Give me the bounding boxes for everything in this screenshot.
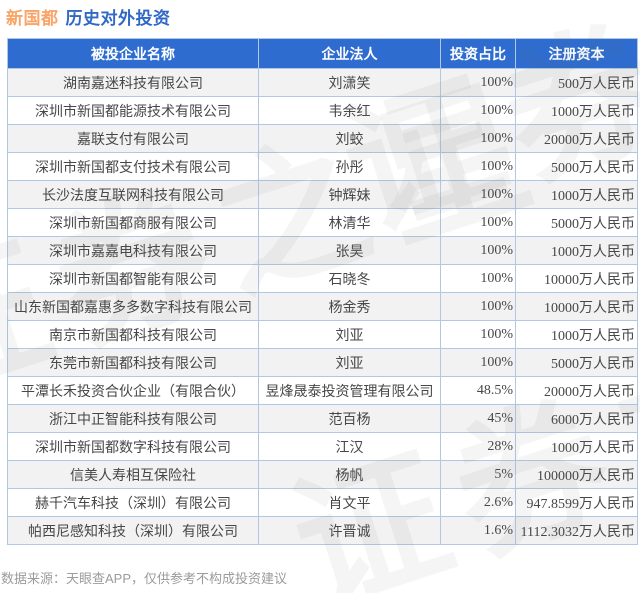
table-row: 深圳市新国都能源技术有限公司 韦余红 100% 1000万人民币 [7, 96, 638, 125]
company-name-cell: 浙江中正智能科技有限公司 [7, 404, 259, 433]
legal-person-cell: 刘潇笑 [258, 68, 441, 97]
company-name-cell: 深圳市新国都数字科技有限公司 [7, 432, 259, 461]
table-header-row: 被投企业名称 企业法人 投资占比 注册资本 [7, 38, 638, 69]
company-name-cell: 信美人寿相互保险社 [7, 460, 259, 489]
registered-capital-cell: 5000万人民币 [515, 208, 638, 237]
company-name-cell: 嘉联支付有限公司 [7, 124, 259, 153]
registered-capital-cell: 1000万人民币 [515, 180, 638, 209]
legal-person-cell: 孙彤 [258, 152, 441, 181]
company-name-cell: 深圳市新国都商服有限公司 [7, 208, 259, 237]
investment-ratio-cell: 5% [440, 460, 516, 489]
registered-capital-cell: 1000万人民币 [515, 96, 638, 125]
investment-ratio-cell: 100% [440, 180, 516, 209]
registered-capital-cell: 100000万人民币 [515, 460, 638, 489]
table-row: 帕西尼感知科技（深圳）有限公司 许晋诚 1.6% 1112.3032万人民币 [7, 516, 638, 545]
legal-person-cell: 昱烽晟泰投资管理有限公司 [258, 376, 441, 405]
investment-ratio-cell: 100% [440, 68, 516, 97]
data-source-note: 数据来源：天眼查APP，仅供参考不构成投资建议 [1, 571, 288, 586]
company-name-cell: 深圳市新国都能源技术有限公司 [7, 96, 259, 125]
investment-ratio-cell: 100% [440, 208, 516, 237]
investment-ratio-cell: 45% [440, 404, 516, 433]
legal-person-cell: 杨金秀 [258, 292, 441, 321]
column-header: 注册资本 [515, 38, 638, 69]
investment-ratio-cell: 1.6% [440, 516, 516, 545]
registered-capital-cell: 1000万人民币 [515, 236, 638, 265]
company-name-cell: 帕西尼感知科技（深圳）有限公司 [7, 516, 259, 545]
table-row: 赫千汽车科技（深圳）有限公司 肖文平 2.6% 947.8599万人民币 [7, 488, 638, 517]
registered-capital-cell: 20000万人民币 [515, 376, 638, 405]
registered-capital-cell: 6000万人民币 [515, 404, 638, 433]
investment-ratio-cell: 100% [440, 152, 516, 181]
legal-person-cell: 肖文平 [258, 488, 441, 517]
company-name-cell: 湖南嘉迷科技有限公司 [7, 68, 259, 97]
investment-ratio-cell: 28% [440, 432, 516, 461]
investment-table: 被投企业名称 企业法人 投资占比 注册资本 湖南嘉迷科技有限公司 刘潇笑 100% 500万… [7, 38, 638, 545]
company-name-cell: 平潭长禾投资合伙企业（有限合伙） [7, 376, 259, 405]
company-name-cell: 深圳市新国都智能有限公司 [7, 264, 259, 293]
table-row: 深圳市嘉嘉电科技有限公司 张昊 100% 1000万人民币 [7, 236, 638, 265]
registered-capital-cell: 1000万人民币 [515, 320, 638, 349]
registered-capital-cell: 1000万人民币 [515, 432, 638, 461]
investment-ratio-cell: 48.5% [440, 376, 516, 405]
table-row: 南京市新国都科技有限公司 刘亚 100% 1000万人民币 [7, 320, 638, 349]
investment-ratio-cell: 100% [440, 348, 516, 377]
table-row: 浙江中正智能科技有限公司 范百杨 45% 6000万人民币 [7, 404, 638, 433]
report-name: 历史对外投资 [65, 9, 171, 28]
column-header: 企业法人 [258, 38, 441, 69]
investment-ratio-cell: 100% [440, 96, 516, 125]
table-row: 湖南嘉迷科技有限公司 刘潇笑 100% 500万人民币 [7, 68, 638, 97]
registered-capital-cell: 1112.3032万人民币 [515, 516, 638, 545]
company-name-cell: 南京市新国都科技有限公司 [7, 320, 259, 349]
company-name-cell: 山东新国都嘉惠多多数字科技有限公司 [7, 292, 259, 321]
legal-person-cell: 钟辉妹 [258, 180, 441, 209]
table-row: 深圳市新国都支付技术有限公司 孙彤 100% 5000万人民币 [7, 152, 638, 181]
table-row: 长沙法度互联网科技有限公司 钟辉妹 100% 1000万人民币 [7, 180, 638, 209]
table-row: 嘉联支付有限公司 刘蛟 100% 20000万人民币 [7, 124, 638, 153]
registered-capital-cell: 947.8599万人民币 [515, 488, 638, 517]
investment-ratio-cell: 2.6% [440, 488, 516, 517]
legal-person-cell: 韦余红 [258, 96, 441, 125]
investment-ratio-cell: 100% [440, 124, 516, 153]
column-header: 被投企业名称 [7, 38, 259, 69]
company-name-cell: 深圳市嘉嘉电科技有限公司 [7, 236, 259, 265]
registered-capital-cell: 5000万人民币 [515, 348, 638, 377]
investment-ratio-cell: 100% [440, 264, 516, 293]
stock-name: 新国都 [6, 9, 59, 28]
legal-person-cell: 范百杨 [258, 404, 441, 433]
legal-person-cell: 江汉 [258, 432, 441, 461]
table-row: 深圳市新国都数字科技有限公司 江汉 28% 1000万人民币 [7, 432, 638, 461]
table-body: 湖南嘉迷科技有限公司 刘潇笑 100% 500万人民币 深圳市新国都能源技术有限公司 韦余… [7, 68, 638, 545]
legal-person-cell: 张昊 [258, 236, 441, 265]
investment-ratio-cell: 100% [440, 236, 516, 265]
legal-person-cell: 刘亚 [258, 320, 441, 349]
legal-person-cell: 刘亚 [258, 348, 441, 377]
investment-ratio-cell: 100% [440, 320, 516, 349]
legal-person-cell: 杨帆 [258, 460, 441, 489]
legal-person-cell: 石晓冬 [258, 264, 441, 293]
registered-capital-cell: 5000万人民币 [515, 152, 638, 181]
registered-capital-cell: 500万人民币 [515, 68, 638, 97]
table-row: 深圳市新国都智能有限公司 石晓冬 100% 10000万人民币 [7, 264, 638, 293]
company-name-cell: 深圳市新国都支付技术有限公司 [7, 152, 259, 181]
table-row: 山东新国都嘉惠多多数字科技有限公司 杨金秀 100% 10000万人民币 [7, 292, 638, 321]
column-header: 投资占比 [440, 38, 516, 69]
company-name-cell: 赫千汽车科技（深圳）有限公司 [7, 488, 259, 517]
legal-person-cell: 许晋诚 [258, 516, 441, 545]
legal-person-cell: 林清华 [258, 208, 441, 237]
page-title: 新国都 历史对外投资 [6, 4, 171, 29]
investment-ratio-cell: 100% [440, 292, 516, 321]
table-row: 深圳市新国都商服有限公司 林清华 100% 5000万人民币 [7, 208, 638, 237]
company-name-cell: 东莞市新国都科技有限公司 [7, 348, 259, 377]
company-name-cell: 长沙法度互联网科技有限公司 [7, 180, 259, 209]
table-header: 被投企业名称 企业法人 投资占比 注册资本 [7, 38, 638, 69]
registered-capital-cell: 10000万人民币 [515, 292, 638, 321]
table-row: 信美人寿相互保险社 杨帆 5% 100000万人民币 [7, 460, 638, 489]
registered-capital-cell: 20000万人民币 [515, 124, 638, 153]
legal-person-cell: 刘蛟 [258, 124, 441, 153]
registered-capital-cell: 10000万人民币 [515, 264, 638, 293]
table-row: 东莞市新国都科技有限公司 刘亚 100% 5000万人民币 [7, 348, 638, 377]
table-row: 平潭长禾投资合伙企业（有限合伙） 昱烽晟泰投资管理有限公司 48.5% 20000万人… [7, 376, 638, 405]
